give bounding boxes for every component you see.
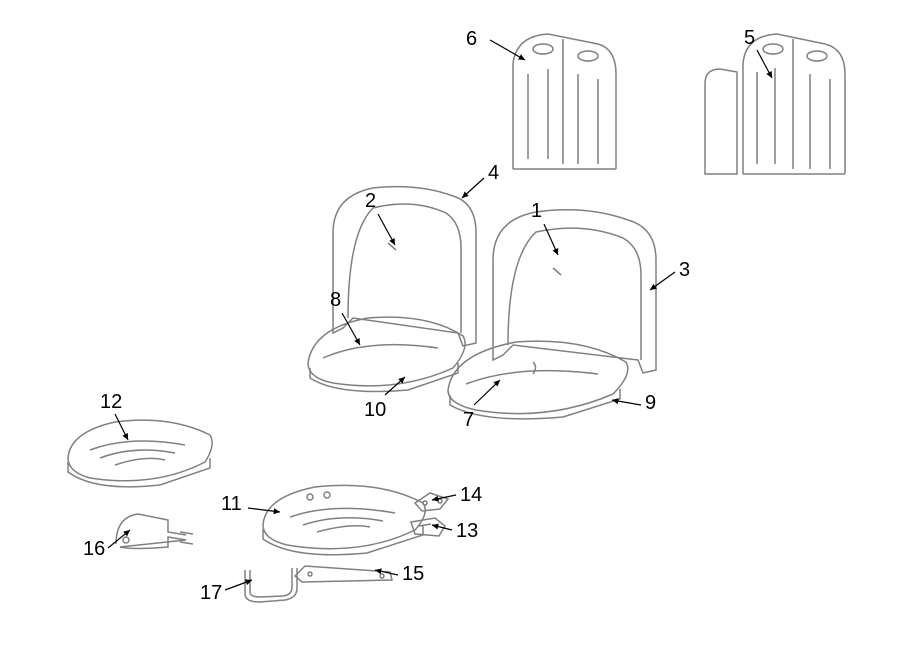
leader-arrow-9 [606, 394, 647, 411]
leader-arrow-7 [468, 374, 506, 411]
parts-diagram: 1234567891011121314151617 [0, 0, 900, 661]
leader-arrow-17 [219, 574, 258, 596]
callout-label-15: 15 [402, 563, 424, 586]
callout-label-14: 14 [460, 484, 482, 507]
callout-label-7: 7 [463, 409, 474, 432]
leader-arrow-2 [372, 208, 401, 251]
leader-arrow-11 [242, 502, 286, 518]
callout-label-13: 13 [456, 520, 478, 543]
callout-label-6: 6 [466, 28, 477, 51]
leader-arrow-5 [751, 44, 778, 84]
leader-arrow-14 [426, 489, 462, 506]
leader-arrow-1 [538, 218, 564, 261]
leader-arrow-10 [379, 371, 411, 401]
leader-arrow-16 [102, 524, 136, 554]
leader-arrow-4 [456, 172, 490, 204]
leader-arrow-12 [109, 408, 134, 446]
leader-arrow-8 [336, 307, 366, 351]
callout-label-11: 11 [221, 493, 242, 516]
part-12-seat-pan [60, 410, 220, 495]
leader-arrow-15 [369, 564, 404, 581]
callout-label-10: 10 [364, 399, 386, 422]
leader-arrow-13 [426, 519, 458, 536]
leader-arrow-3 [644, 266, 681, 296]
leader-arrow-6 [484, 34, 531, 66]
